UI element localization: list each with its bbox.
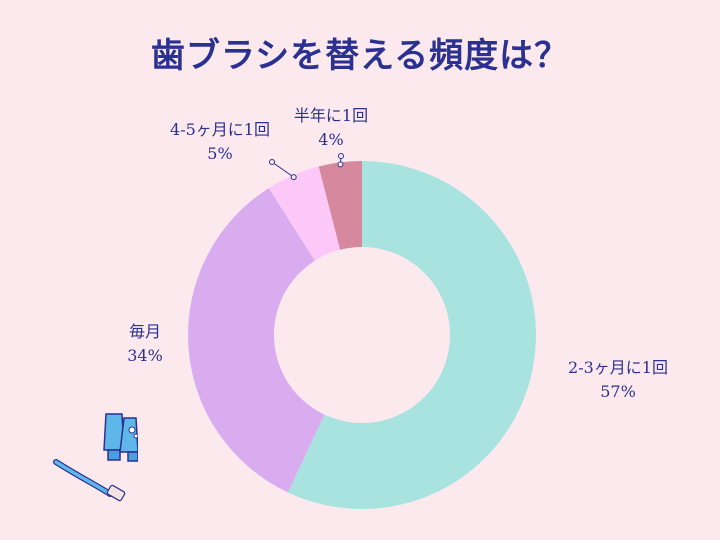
slice-4-5-months <box>268 166 341 261</box>
slice-label-text: 毎月 <box>128 322 161 341</box>
slice-label-text: 4-5ヶ月に1回 <box>170 120 270 139</box>
slice-label-text: 2-3ヶ月に1回 <box>568 358 668 377</box>
slice-label-value: 5% <box>207 144 233 163</box>
leader-dot <box>290 174 297 181</box>
slice-label-value: 4% <box>318 130 344 149</box>
slice-monthly <box>188 188 325 493</box>
slice-label-half-year: 半年に1回 4% <box>276 104 386 152</box>
leader-dot <box>269 159 275 165</box>
leader-dot <box>338 153 344 159</box>
leader-dot <box>337 161 344 168</box>
leader-line <box>271 161 294 178</box>
slice-label-value: 34% <box>127 346 163 365</box>
slice-label-value: 57% <box>600 382 636 401</box>
slice-2-3-months <box>287 161 536 509</box>
slice-label-2-3-months: 2-3ヶ月に1回 57% <box>548 356 688 404</box>
slice-label-4-5-months: 4-5ヶ月に1回 5% <box>150 118 290 166</box>
slice-label-text: 半年に1回 <box>293 106 369 125</box>
chart-title: 歯ブラシを替える頻度は？ <box>150 36 570 76</box>
slice-half-year <box>318 161 362 250</box>
toothbrush-and-toothpaste-icon <box>53 413 138 502</box>
slice-label-monthly: 毎月 34% <box>100 320 190 368</box>
